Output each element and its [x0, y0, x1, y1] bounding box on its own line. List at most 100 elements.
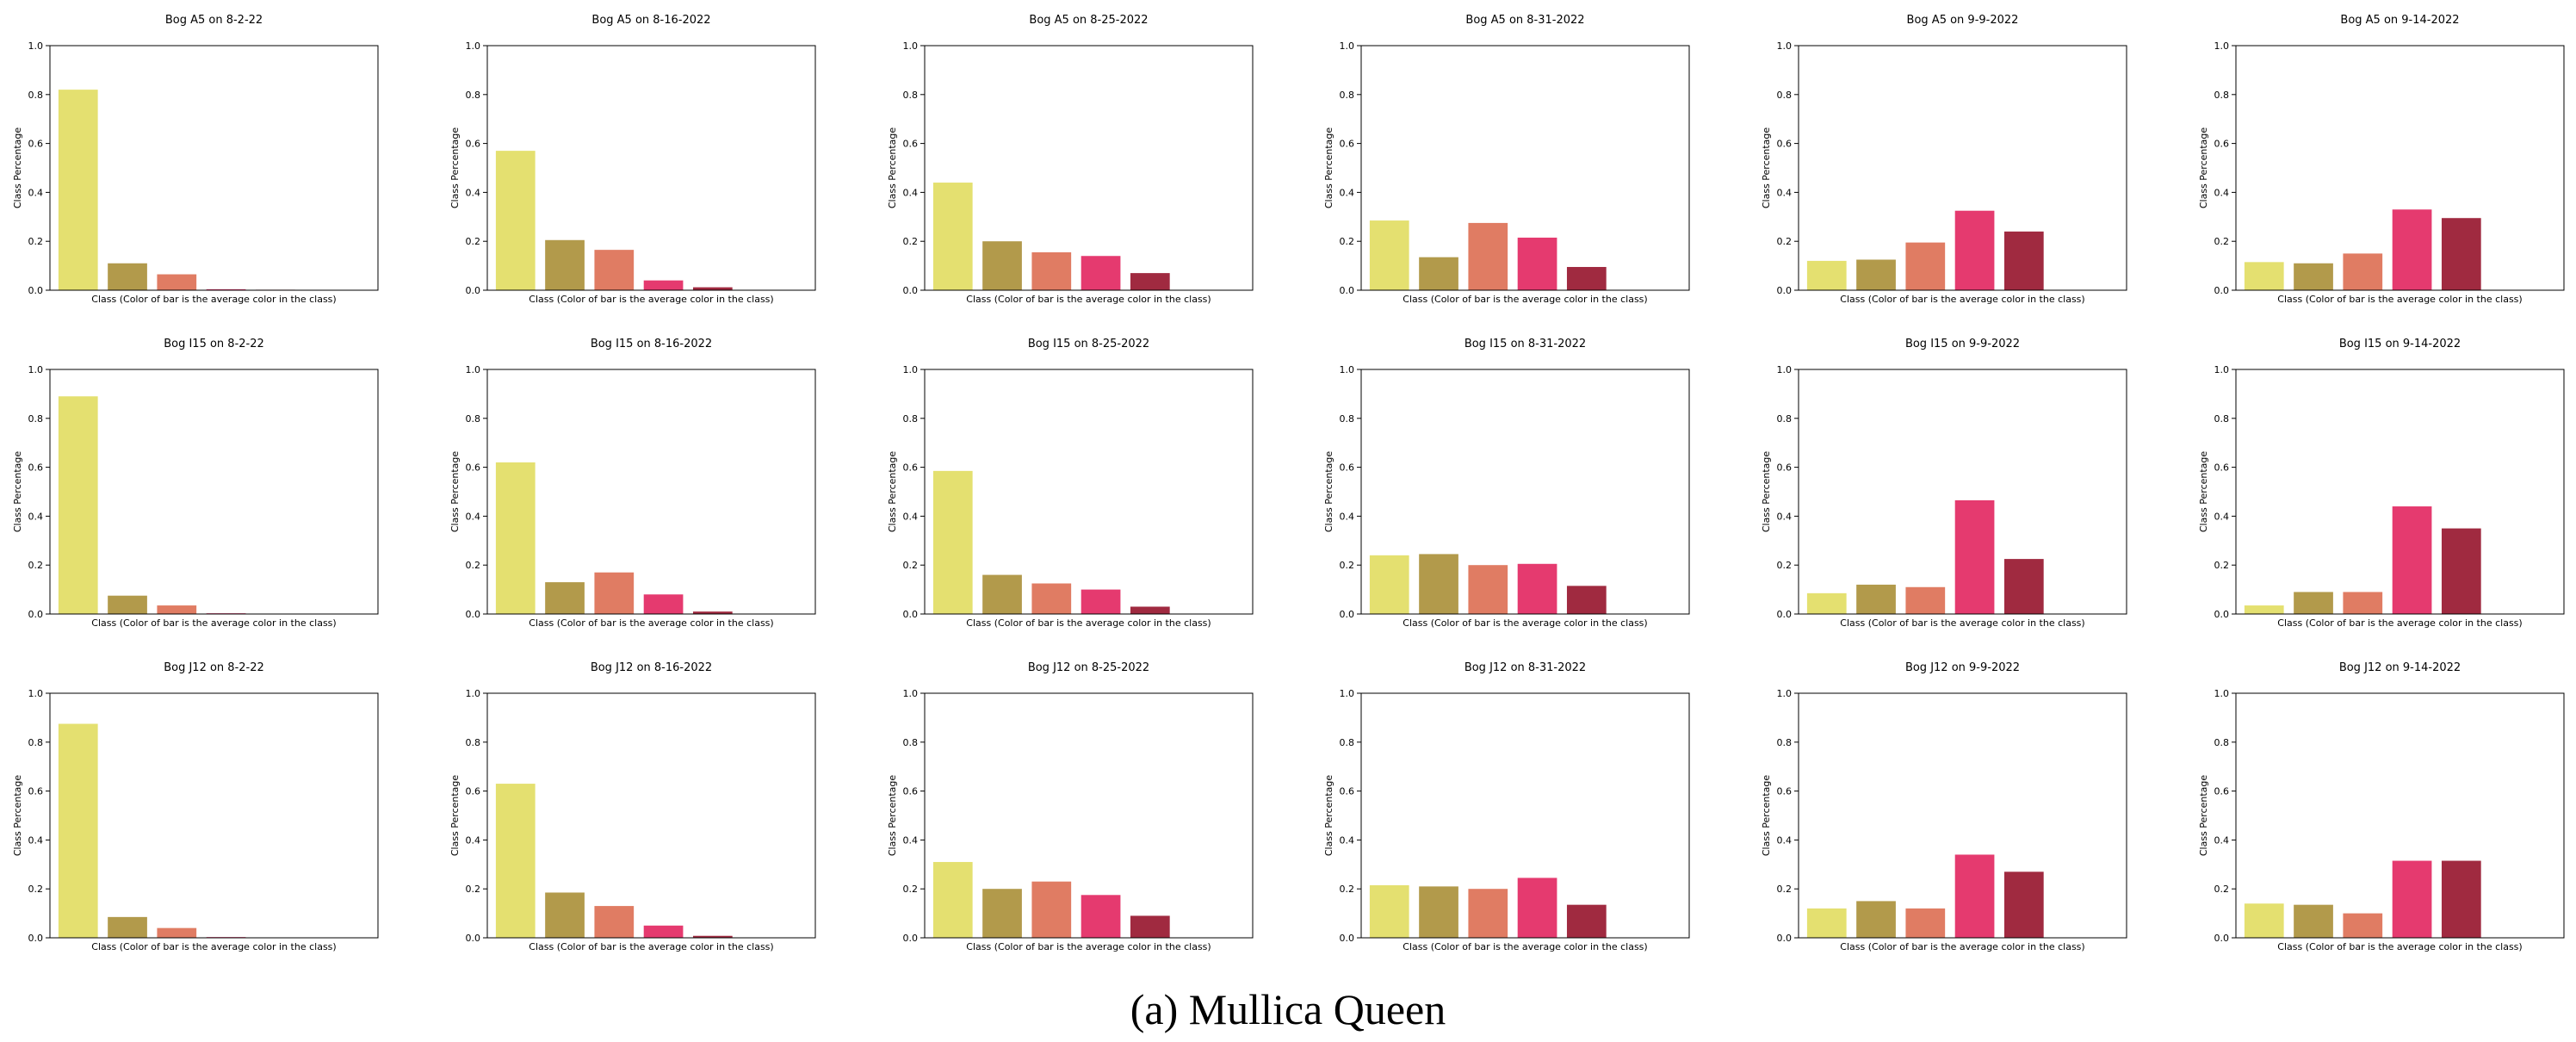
y-tick-label: 0.4 — [903, 511, 919, 522]
y-tick-label: 1.0 — [1777, 40, 1793, 52]
y-tick-label: 0.2 — [1777, 236, 1793, 247]
y-tick-label: 0.4 — [466, 511, 481, 522]
y-tick-label: 0.6 — [466, 462, 481, 474]
bar-class-2 — [2294, 263, 2333, 290]
y-tick-label: 0.0 — [903, 285, 919, 296]
y-tick-label: 0.2 — [1777, 560, 1793, 571]
y-tick-label: 0.2 — [28, 884, 44, 895]
axes-frame — [486, 369, 816, 615]
y-tick-label: 0.4 — [903, 834, 919, 846]
x-axis-label: Class (Color of bar is the average color… — [1403, 294, 1647, 305]
bar-class-4 — [643, 280, 684, 290]
y-axis-label: Class Percentage — [12, 775, 23, 857]
y-axis-label: Class Percentage — [887, 127, 898, 209]
y-axis-label: Class Percentage — [887, 775, 898, 857]
bar-class-1 — [2244, 605, 2284, 614]
y-tick-label: 0.8 — [1777, 737, 1793, 748]
subplot-title: Bog A5 on 8-25-2022 — [1029, 14, 1148, 27]
bar-class-1 — [58, 723, 98, 938]
y-tick-label: 0.8 — [1777, 90, 1793, 101]
y-tick-label: 0.8 — [903, 413, 919, 425]
bar-class-4 — [1081, 589, 1121, 614]
y-tick-label: 0.2 — [1340, 236, 1355, 247]
subplot-15: Bog J12 on 8-25-2022 0.0 0.2 0.4 0.6 0.8 1.0 Cl… — [887, 661, 1254, 952]
axes-frame — [924, 369, 1254, 615]
y-tick-label: 0.6 — [1340, 462, 1355, 474]
bar-class-4 — [1954, 854, 1995, 938]
bar-class-2 — [2294, 592, 2333, 614]
y-axis-label: Class Percentage — [449, 775, 461, 857]
y-tick-label: 0.4 — [1340, 187, 1355, 198]
y-tick-label: 0.8 — [2214, 413, 2230, 425]
bar-class-5 — [1566, 267, 1607, 290]
y-axis-label: Class Percentage — [2198, 127, 2209, 209]
bar-class-1 — [495, 462, 536, 614]
x-axis-label: Class (Color of bar is the average color… — [529, 294, 773, 305]
x-axis-label: Class (Color of bar is the average color… — [91, 294, 336, 305]
y-tick-label: 0.8 — [1777, 413, 1793, 425]
bar-class-3 — [594, 250, 635, 290]
y-tick-label: 1.0 — [1340, 40, 1355, 52]
y-tick-label: 0.2 — [903, 884, 919, 895]
subplot-8: Bog I15 on 8-16-2022 0.0 0.2 0.4 0.6 0.8 1.0 Cl… — [449, 338, 816, 629]
bar-class-1 — [58, 90, 98, 291]
bar-class-2 — [545, 582, 585, 614]
axes-frame — [1798, 369, 2127, 615]
bar-class-3 — [1468, 889, 1508, 938]
y-axis-label: Class Percentage — [449, 127, 461, 209]
subplot-6: Bog A5 on 9-14-2022 0.0 0.2 0.4 0.6 0.8 1.0 Cla… — [2198, 14, 2565, 305]
bar-class-5 — [1566, 904, 1607, 938]
y-tick-label: 0.4 — [1777, 511, 1793, 522]
y-tick-label: 0.4 — [28, 834, 44, 846]
bar-class-1 — [932, 861, 973, 938]
y-tick-label: 0.6 — [28, 786, 44, 797]
bar-class-5 — [1566, 586, 1607, 614]
y-tick-label: 0.6 — [28, 462, 44, 474]
bar-class-1 — [932, 183, 973, 290]
bar-class-2 — [1856, 584, 1896, 614]
subplot-title: Bog J12 on 8-25-2022 — [1028, 661, 1149, 674]
bar-class-5 — [2441, 860, 2481, 938]
bar-class-4 — [643, 594, 684, 614]
bar-class-1 — [495, 151, 536, 290]
bar-class-4 — [2392, 506, 2432, 614]
y-tick-label: 0.8 — [466, 90, 481, 101]
y-tick-label: 0.8 — [1340, 737, 1355, 748]
bar-class-1 — [2244, 903, 2284, 938]
bar-class-4 — [1954, 499, 1995, 614]
bar-class-3 — [2343, 253, 2383, 290]
bar-class-1 — [1806, 260, 1847, 290]
subplot-17: Bog J12 on 9-9-2022 0.0 0.2 0.4 0.6 0.8 1.0 Cla… — [1761, 661, 2127, 952]
bar-class-5 — [2003, 871, 2044, 938]
bar-class-3 — [1905, 908, 1946, 938]
y-tick-label: 0.2 — [903, 236, 919, 247]
subplot-title: Bog I15 on 9-14-2022 — [2339, 338, 2461, 350]
y-tick-label: 0.0 — [2214, 609, 2230, 620]
y-tick-label: 1.0 — [466, 688, 481, 699]
bar-class-4 — [1954, 210, 1995, 290]
bar-class-3 — [594, 572, 635, 614]
y-tick-label: 0.4 — [2214, 834, 2230, 846]
y-tick-label: 0.2 — [2214, 236, 2230, 247]
bar-class-4 — [1517, 563, 1557, 614]
subplot-7: Bog I15 on 8-2-22 0.0 0.2 0.4 0.6 0.8 1.0 Class… — [12, 338, 379, 629]
y-tick-label: 0.8 — [466, 737, 481, 748]
bar-class-3 — [1468, 222, 1508, 290]
bar-class-3 — [2343, 913, 2383, 938]
x-axis-label: Class (Color of bar is the average color… — [91, 617, 336, 629]
y-tick-label: 0.4 — [1777, 834, 1793, 846]
subplot-4: Bog A5 on 8-31-2022 0.0 0.2 0.4 0.6 0.8 1.0 Cla… — [1323, 14, 1690, 305]
y-tick-label: 0.6 — [1777, 786, 1793, 797]
y-tick-label: 1.0 — [2214, 40, 2230, 52]
bar-class-1 — [2244, 262, 2284, 290]
x-axis-label: Class (Color of bar is the average color… — [966, 617, 1211, 629]
axes-frame — [924, 45, 1254, 291]
axes-frame — [1798, 45, 2127, 291]
bar-class-5 — [2003, 231, 2044, 290]
y-tick-label: 1.0 — [903, 364, 919, 375]
y-tick-label: 0.8 — [466, 413, 481, 425]
y-tick-label: 0.4 — [2214, 511, 2230, 522]
chart-grid: Bog A5 on 8-2-22 0.0 0.2 0.4 0.6 0.8 1.0 Class … — [12, 14, 2565, 952]
bar-class-4 — [2392, 209, 2432, 290]
x-axis-label: Class (Color of bar is the average color… — [1840, 294, 2084, 305]
